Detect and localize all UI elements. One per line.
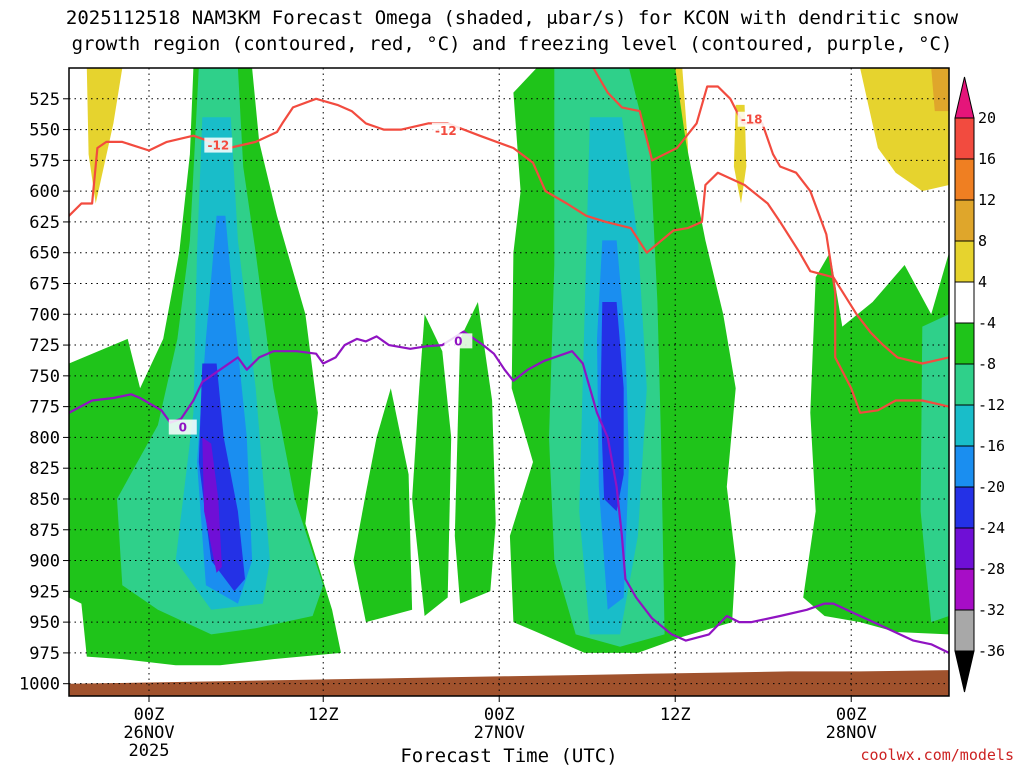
y-tick-label-925: 925 <box>29 582 60 602</box>
omega-region-late-positive-orange <box>931 68 949 112</box>
y-tick-label-850: 850 <box>29 490 60 510</box>
y-tick-label-600: 600 <box>29 182 60 202</box>
y-tick-label-550: 550 <box>29 121 60 141</box>
title-block: 2025112518 NAM3KM Forecast Omega (shaded… <box>66 7 959 55</box>
omega-region-mid-green-b <box>412 314 452 616</box>
colorbar-bin-7 <box>954 363 975 406</box>
ground-surface <box>69 670 949 696</box>
colorbar-bin-10 <box>954 486 975 529</box>
colorbar-label-13: -36 <box>978 642 1005 660</box>
colorbar-bin-13 <box>954 609 975 652</box>
colorbar-label-11: -28 <box>978 560 1005 578</box>
plot-area: -12 -12 -18 0 0 <box>69 68 949 696</box>
colorbar-bin-8 <box>954 404 975 447</box>
colorbar-label-12: -32 <box>978 601 1005 619</box>
y-tick-label-1000: 1000 <box>19 675 60 695</box>
y-tick-label-825: 825 <box>29 459 60 479</box>
y-tick-label-975: 975 <box>29 644 60 664</box>
colorbar-label-3: 8 <box>978 232 987 250</box>
x-tick-label-2-1: 27NOV <box>474 723 525 743</box>
contour-label-bg <box>431 122 460 138</box>
y-tick-label-675: 675 <box>29 274 60 294</box>
y-tick-label-775: 775 <box>29 398 60 418</box>
colorbar-bin-4 <box>954 240 975 283</box>
colorbar-bin-2 <box>954 158 975 201</box>
contour-dgz-12C <box>69 97 949 365</box>
y-tick-label-725: 725 <box>29 336 60 356</box>
colorbar-label-8: -16 <box>978 437 1005 455</box>
colorbar-label-2: 12 <box>978 191 996 209</box>
colorbar-bin-1 <box>954 117 975 160</box>
colorbar-label-4: 4 <box>978 273 987 291</box>
x-tick-label-4-0: 00Z <box>836 705 867 725</box>
x-tick-label-0-2: 2025 <box>129 741 170 761</box>
colorbar-label-7: -12 <box>978 396 1005 414</box>
contour-freezing-level-0C <box>69 330 949 654</box>
colorbar-label-5: -4 <box>978 314 996 332</box>
y-tick-label-525: 525 <box>29 90 60 110</box>
x-tick-label-4-1: 28NOV <box>826 723 877 743</box>
omega-region-late-teal <box>920 314 949 623</box>
colorbar: 20 16 12 8 4 -4 -8 -12 -16 -20 -24 -28 -32 -36 <box>954 76 1005 693</box>
contour-label-4: 0 <box>454 334 462 348</box>
colorbar-label-10: -24 <box>978 519 1005 537</box>
colorbar-label-9: -20 <box>978 478 1005 496</box>
y-tick-label-700: 700 <box>29 305 60 325</box>
x-tick-label-2-0: 00Z <box>484 705 515 725</box>
y-tick-label-900: 900 <box>29 552 60 572</box>
x-tick-label-0-0: 00Z <box>134 705 165 725</box>
x-tick-label-0-1: 26NOV <box>123 723 174 743</box>
omega-region-mid-green-c <box>454 302 496 604</box>
credit-text: coolwx.com/models <box>860 746 1014 764</box>
contour-label-bg <box>168 419 197 435</box>
y-tick-label-750: 750 <box>29 367 60 387</box>
colorbar-bin-5 <box>954 281 975 324</box>
omega-region-event1-purple <box>202 437 222 573</box>
x-tick-label-1-0: 12Z <box>308 705 339 725</box>
omega-region-mid-green-a <box>353 388 413 623</box>
omega-region-early-positive-yellow <box>86 68 123 204</box>
chart-title-line-1: 2025112518 NAM3KM Forecast Omega (shaded… <box>66 7 959 29</box>
omega-region-late-positive-yellow-b <box>733 104 747 204</box>
contour-label-bg <box>444 333 473 349</box>
y-tick-label-875: 875 <box>29 521 60 541</box>
axes: 525 550 575 600 625 650 675 700 725 750 775 800 825 8… <box>19 67 950 761</box>
contour-dgz-18C <box>592 68 949 414</box>
contour-label-2: -18 <box>741 113 763 127</box>
colorbar-bin-11 <box>954 527 975 570</box>
contour-label-bg <box>204 137 233 153</box>
x-axis-label: Forecast Time (UTC) <box>400 745 617 767</box>
colorbar-label-1: 16 <box>978 150 996 168</box>
chart-title-line-2: growth region (contoured, red, °C) and f… <box>72 33 953 55</box>
omega-region-event2-blue <box>600 302 624 512</box>
plot-frame <box>68 67 950 697</box>
y-tick-label-800: 800 <box>29 428 60 448</box>
y-tick-label-950: 950 <box>29 613 60 633</box>
colorbar-bin-14 <box>954 650 975 693</box>
gridlines <box>69 68 949 696</box>
y-tick-label-650: 650 <box>29 244 60 264</box>
y-tick-label-625: 625 <box>29 213 60 233</box>
y-tick-label-575: 575 <box>29 151 60 171</box>
colorbar-bin-3 <box>954 199 975 242</box>
omega-region-late-green <box>803 252 949 635</box>
colorbar-label-0: 20 <box>978 109 996 127</box>
colorbar-bin-9 <box>954 445 975 488</box>
colorbar-label-6: -8 <box>978 355 996 373</box>
colorbar-bin-0 <box>954 76 975 119</box>
colorbar-bin-6 <box>954 322 975 365</box>
x-tick-label-3-0: 12Z <box>660 705 691 725</box>
contour-label-1: -12 <box>435 124 457 138</box>
contour-label-3: 0 <box>179 421 187 435</box>
contour-label-0: -12 <box>207 139 229 153</box>
colorbar-bin-12 <box>954 568 975 611</box>
contour-label-bg <box>737 111 766 127</box>
omega-region-late-positive-yellow-c <box>860 68 949 192</box>
